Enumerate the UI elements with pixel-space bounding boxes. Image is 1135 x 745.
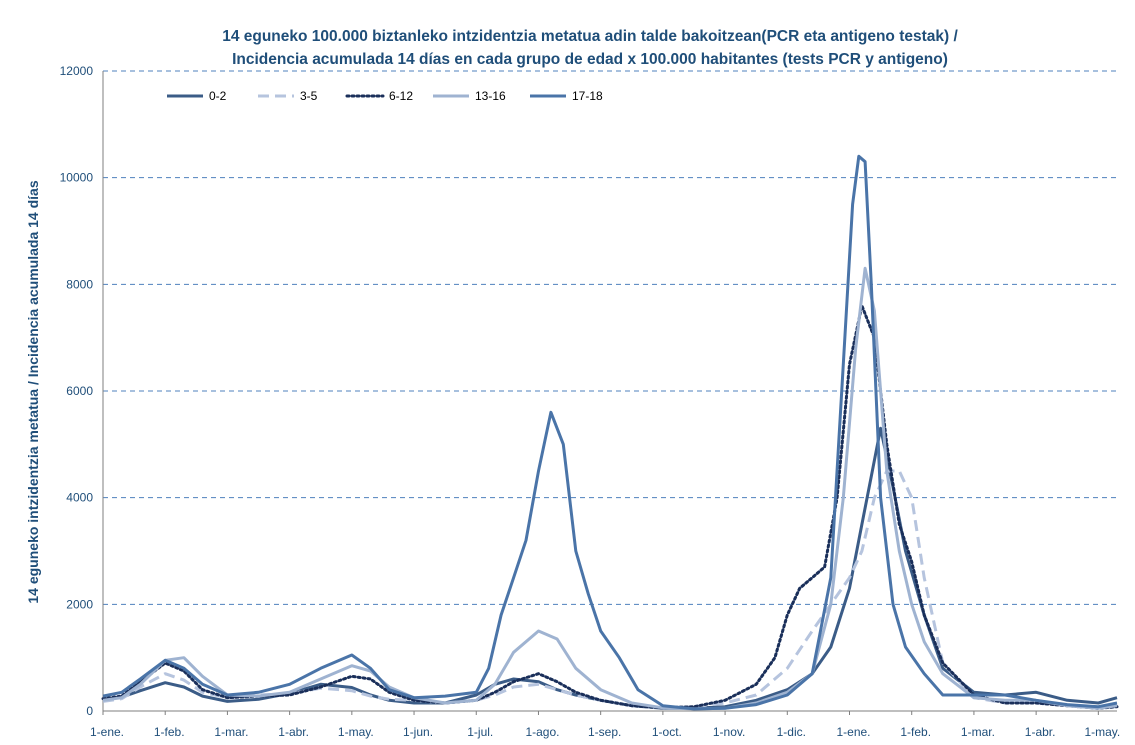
x-tick-label: 1-ene. — [90, 725, 124, 739]
x-tick-label: 1-jul. — [467, 725, 493, 739]
x-tick-label: 1-jun. — [403, 725, 433, 739]
plot-series — [101, 154, 1119, 711]
x-tick-label: 1-feb. — [154, 725, 185, 739]
gridlines — [102, 70, 1117, 712]
x-tick-label: 1-mar. — [961, 725, 995, 739]
y-tick-label: 0 — [86, 704, 93, 718]
x-tick-label: 1-feb. — [900, 725, 931, 739]
y-tick-label: 10000 — [60, 171, 94, 185]
x-tick-label: 1-abr. — [1025, 725, 1056, 739]
legend-label-6-12: 6-12 — [389, 89, 413, 103]
y-tick-label: 4000 — [66, 491, 93, 505]
x-tick-label: 1-may. — [338, 725, 374, 739]
series-line-6-12 — [101, 304, 1119, 710]
x-tick-label: 1-abr. — [278, 725, 309, 739]
y-tick-labels: 0 2000 4000 6000 8000 10000 12000 — [60, 64, 94, 718]
x-tick-label: 1-ene. — [836, 725, 870, 739]
x-tick-label: 1-may. — [1084, 725, 1120, 739]
x-tick-label: 1-mar. — [214, 725, 248, 739]
x-tick-labels: 1-ene. 1-feb. 1-mar. 1-abr. 1-may. 1-jun. 1-ju… — [90, 711, 1120, 739]
y-axis-label: 14 eguneko intzidentzia metatua / Incide… — [25, 180, 41, 603]
x-tick-label: 1-sep. — [588, 725, 621, 739]
chart-title-line-2: Incidencia acumulada 14 días en cada gru… — [232, 51, 948, 68]
series-line-13-16 — [102, 266, 1118, 711]
series-line-0-2 — [102, 426, 1118, 710]
x-tick-label: 1-dic. — [777, 725, 806, 739]
x-tick-label: 1-nov. — [713, 725, 745, 739]
series-line-17-18 — [102, 154, 1118, 711]
chart-title-line-1: 14 eguneko 100.000 biztanleko intzidentz… — [222, 28, 958, 45]
legend-label-13-16: 13-16 — [475, 89, 506, 103]
x-tick-label: 1-oct. — [652, 725, 682, 739]
legend-label-17-18: 17-18 — [572, 89, 603, 103]
legend-label-3-5: 3-5 — [300, 89, 318, 103]
legend-label-0-2: 0-2 — [209, 89, 227, 103]
series-line-3-5 — [102, 469, 1118, 710]
y-tick-label: 6000 — [66, 384, 93, 398]
y-tick-label: 12000 — [60, 64, 94, 78]
y-tick-label: 8000 — [66, 277, 93, 291]
y-tick-label: 2000 — [66, 597, 93, 611]
x-tick-label: 1-ago. — [525, 725, 559, 739]
legend: 0-2 3-5 6-12 13-16 17-18 — [167, 89, 603, 103]
